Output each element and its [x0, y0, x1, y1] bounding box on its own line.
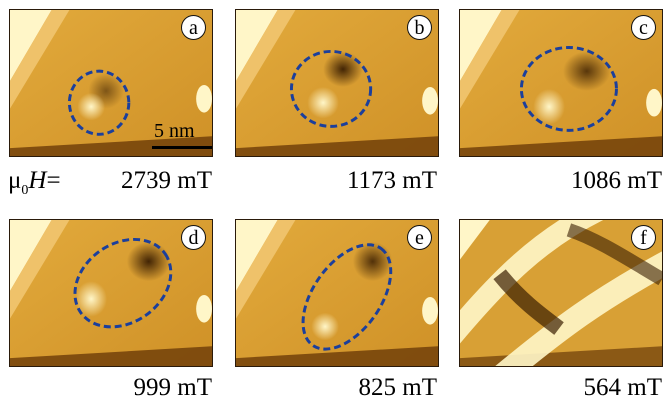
stm-image-d [10, 220, 212, 366]
stm-panel-c: c [459, 9, 663, 157]
vortex-ellipse-c [519, 46, 618, 132]
stm-panel-e: e [235, 219, 439, 367]
vortex-ellipse-a [67, 69, 131, 136]
panel-label-e: e [407, 225, 432, 250]
field-label: μ0H= [8, 167, 61, 198]
panel-label-c: c [631, 15, 656, 40]
stm-image-b [236, 10, 438, 156]
scale-bar-label: 5 nm [154, 120, 195, 142]
field-value-b: 1173 mT [346, 167, 437, 194]
stm-panel-a: a 5 nm [9, 9, 213, 157]
vortex-ellipse-b [289, 49, 373, 128]
stm-image-f [460, 220, 662, 366]
vortex-ellipse-d [73, 237, 173, 329]
field-value-c: 1086 mT [571, 167, 662, 194]
scale-bar [152, 146, 212, 149]
field-value-d: 999 mT [133, 374, 212, 401]
vortex-ellipse-e [301, 243, 393, 351]
field-value-a: 2739 mT [121, 167, 212, 194]
stm-image-a [10, 10, 212, 156]
panel-label-d: d [181, 225, 206, 250]
panel-label-a: a [181, 15, 206, 40]
field-value-e: 825 mT [358, 374, 437, 401]
stm-image-c [460, 10, 662, 156]
stm-panel-d: d [9, 219, 213, 367]
stm-panel-f: f [459, 219, 663, 367]
panel-label-f: f [631, 225, 656, 250]
panel-label-b: b [407, 15, 432, 40]
field-value-f: 564 mT [583, 374, 662, 401]
stm-panel-b: b [235, 9, 439, 157]
stm-image-e [236, 220, 438, 366]
